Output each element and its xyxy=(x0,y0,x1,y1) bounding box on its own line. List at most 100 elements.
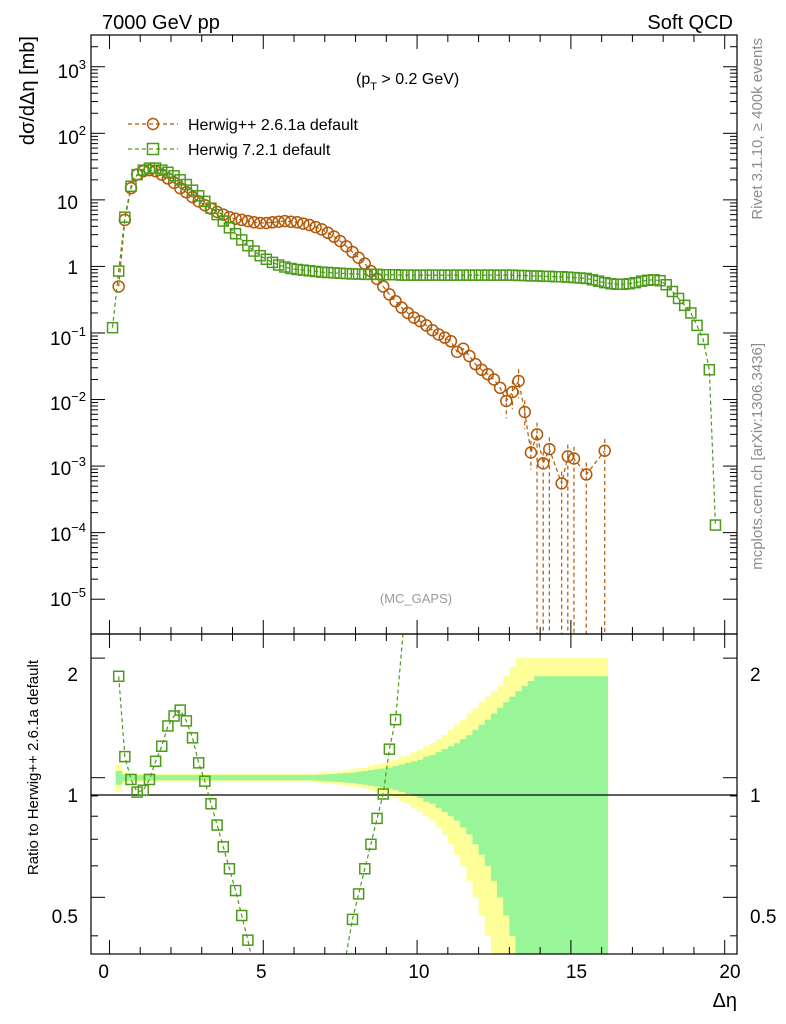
ratio-point-square xyxy=(180,715,193,727)
band-inner xyxy=(275,775,283,781)
data-point-square xyxy=(562,271,574,283)
data-point-square xyxy=(617,278,629,290)
data-point-square xyxy=(346,268,359,280)
band-inner xyxy=(146,775,153,781)
data-point-circle xyxy=(444,335,458,348)
data-point-circle xyxy=(247,216,261,229)
ratio-point-square xyxy=(242,934,254,946)
band-inner xyxy=(515,691,522,954)
ratio-point-square xyxy=(149,755,162,768)
band-inner xyxy=(294,775,301,781)
legend: Herwig++ 2.6.1a default Herwig 7.2.1 def… xyxy=(128,117,358,159)
band-inner xyxy=(115,770,123,785)
data-point-circle xyxy=(426,323,439,337)
ratio-point-square xyxy=(223,863,236,875)
data-point-square xyxy=(383,268,396,281)
y-tick-label: 10−4 xyxy=(50,520,86,546)
data-point-square xyxy=(568,271,580,284)
band-inner xyxy=(306,775,313,781)
y-tick-label: 10 xyxy=(57,193,78,214)
data-point-square xyxy=(377,268,389,281)
ratio-point-square xyxy=(235,909,248,922)
data-point-square xyxy=(426,269,439,281)
data-point-square xyxy=(592,275,605,287)
data-point-square xyxy=(605,277,617,290)
band-inner xyxy=(527,681,535,954)
data-point-square xyxy=(697,333,709,346)
band-inner xyxy=(380,768,387,788)
band-inner xyxy=(152,775,159,781)
data-point-circle xyxy=(241,214,255,228)
legend-label: Herwig 7.2.1 default xyxy=(188,142,331,159)
side-label-bottom: mcplots.cern.ch [arXiv:1306.3436] xyxy=(749,343,766,570)
data-point-square xyxy=(408,269,420,281)
band-inner xyxy=(577,676,584,954)
data-point-square xyxy=(598,276,611,289)
band-inner xyxy=(503,702,510,916)
data-point-square xyxy=(149,162,162,174)
band-inner xyxy=(121,774,129,782)
data-point-square xyxy=(580,272,593,285)
ratio-point-square xyxy=(162,720,174,732)
data-point-square xyxy=(463,269,476,281)
band-inner xyxy=(238,775,246,781)
band-inner xyxy=(540,676,547,954)
x-tick-label: 20 xyxy=(719,962,740,983)
data-point-square xyxy=(574,272,586,284)
band-inner xyxy=(263,775,270,781)
data-point-square xyxy=(439,269,451,281)
band-inner xyxy=(417,759,424,798)
data-point-square xyxy=(549,270,562,283)
band-inner xyxy=(392,766,399,791)
x-tick-labels: 0 5 10 15 20 xyxy=(98,962,740,983)
ratio-point-square xyxy=(211,819,223,831)
data-point-circle xyxy=(229,212,242,226)
ratio-point-square xyxy=(377,788,389,800)
data-point-circle xyxy=(309,220,322,234)
ratio-point-square xyxy=(168,710,180,722)
data-point-circle xyxy=(438,331,452,344)
ratio-point-square xyxy=(346,913,359,926)
ratio-point-square xyxy=(199,775,211,787)
main-plot-area xyxy=(106,162,722,634)
data-point-circle xyxy=(432,328,445,341)
y-tick-label: 102 xyxy=(58,123,86,149)
data-point-circle xyxy=(567,452,581,465)
data-point-square xyxy=(629,276,642,289)
ratio-point-square xyxy=(359,863,371,875)
band-inner xyxy=(343,772,350,783)
band-inner xyxy=(521,686,529,954)
data-point-circle xyxy=(450,345,464,359)
data-point-circle xyxy=(376,280,390,293)
band-inner xyxy=(170,775,178,781)
ratio-point-square xyxy=(383,743,396,755)
ratio-point-square xyxy=(205,797,217,810)
band-inner xyxy=(478,724,486,855)
ratio-frame xyxy=(90,633,738,955)
legend-entry-herwigpp: Herwig++ 2.6.1a default xyxy=(128,117,358,134)
data-point-square xyxy=(106,321,119,334)
band-inner xyxy=(183,775,190,781)
ratio-series-line-0 xyxy=(118,676,252,954)
x-tick-label: 0 xyxy=(98,962,109,983)
data-point-circle xyxy=(290,216,304,229)
data-point-circle xyxy=(524,446,538,459)
header-right: Soft QCD xyxy=(647,12,733,34)
data-point-circle xyxy=(321,226,335,240)
band-inner xyxy=(558,676,566,954)
band-inner xyxy=(447,746,455,817)
band-inner xyxy=(318,774,326,781)
data-point-circle xyxy=(518,405,531,419)
data-point-square xyxy=(537,270,549,283)
y-tick-label: 10−3 xyxy=(50,454,86,480)
band-inner xyxy=(533,676,541,954)
data-point-square xyxy=(691,319,703,332)
data-point-square xyxy=(586,274,599,286)
band-inner xyxy=(226,775,233,781)
band-inner xyxy=(300,775,307,781)
band-inner xyxy=(195,775,203,781)
data-point-circle xyxy=(112,280,125,293)
side-label-top: Rivet 3.1.10, ≥ 400k events xyxy=(749,38,766,220)
data-point-square xyxy=(285,262,297,275)
band-inner xyxy=(398,764,406,793)
